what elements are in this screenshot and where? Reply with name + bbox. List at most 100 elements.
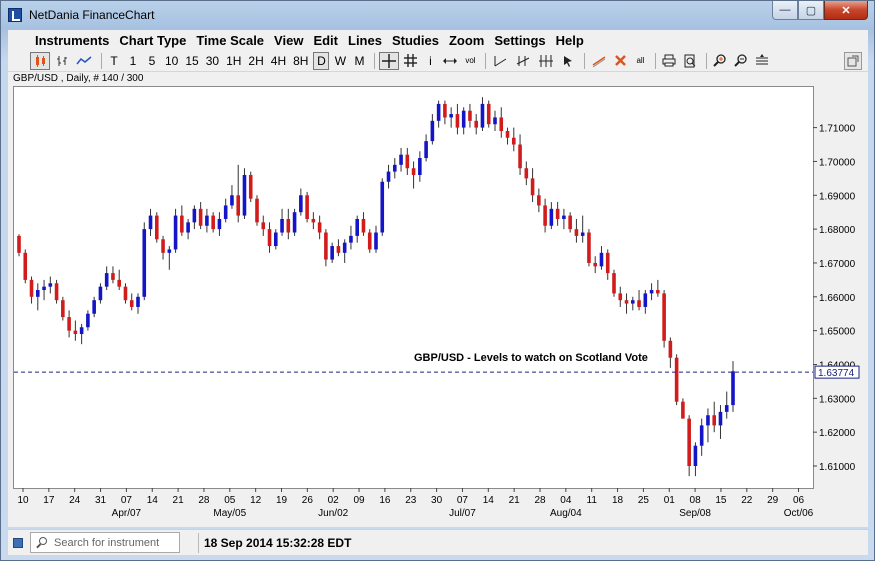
candle-body (192, 208, 197, 223)
timescale-30-button[interactable]: 30 (205, 53, 220, 68)
candle-body (649, 290, 654, 294)
ohlc-bar-icon (57, 55, 67, 66)
print-preview-button[interactable] (681, 52, 699, 70)
candle-body (86, 313, 90, 328)
candle-body (324, 232, 328, 260)
candle-body (511, 137, 516, 145)
candle-body (123, 286, 128, 301)
x-axis-day-label: 05 (224, 495, 236, 506)
timescale-8h-button[interactable]: 8H (293, 53, 309, 68)
timescale-daily-button[interactable]: D (313, 51, 330, 70)
menu-edit[interactable]: Edit (313, 32, 338, 48)
bar-chart-button[interactable] (53, 52, 71, 70)
fit-chart-button[interactable] (753, 52, 771, 70)
trend-line-icon (494, 55, 507, 66)
candle-body (29, 279, 34, 297)
fibonacci-button[interactable] (536, 52, 556, 70)
candle-body (248, 174, 253, 199)
x-axis-day-label: 10 (17, 495, 29, 506)
zoom-in-button[interactable] (711, 52, 729, 70)
timescale-10-button[interactable]: 10 (165, 53, 179, 68)
candle-body (186, 222, 190, 233)
draw-line-button[interactable] (589, 52, 609, 70)
candle-body (255, 198, 259, 223)
candle-body (148, 215, 153, 230)
candle-body (98, 286, 103, 301)
timescale-weekly-button[interactable]: W (334, 53, 347, 68)
detach-button[interactable] (844, 51, 862, 70)
current-price-label-box (814, 365, 860, 379)
candle-body (161, 239, 165, 253)
candle-body (580, 232, 585, 236)
candle-body (79, 327, 84, 335)
candle-body (280, 218, 284, 233)
channel-button[interactable] (513, 52, 533, 70)
candle-body (493, 117, 497, 125)
timescale-15-button[interactable]: 15 (185, 53, 199, 68)
line-chart-button[interactable] (74, 52, 94, 70)
timescale-4h-button[interactable]: 4H (270, 53, 287, 68)
x-axis-month-label: Oct/06 (784, 508, 814, 519)
delete-all-button[interactable]: all (632, 52, 648, 70)
x-axis-day-label: 25 (638, 495, 650, 506)
candlestick-chart-button[interactable] (30, 51, 50, 70)
trend-line-button[interactable] (490, 52, 510, 70)
candle-body (461, 110, 466, 128)
candle-body (574, 229, 579, 236)
timescale-monthly-button[interactable]: M (354, 53, 365, 68)
chart-annotation: GBP/USD - Levels to watch on Scotland Vo… (414, 352, 648, 364)
crosshair-button[interactable] (379, 51, 400, 70)
candle-body (468, 110, 472, 121)
menu-zoom[interactable]: Zoom (448, 32, 485, 48)
search-input[interactable] (54, 536, 174, 549)
menu-settings[interactable]: Settings (494, 32, 546, 48)
candle-body (687, 418, 691, 467)
menu-studies[interactable]: Studies (391, 32, 439, 48)
close-button[interactable]: ✕ (824, 1, 868, 20)
candlestick-chart[interactable]: 1.610001.620001.630001.640001.650001.660… (8, 72, 868, 527)
menu-chart-type[interactable]: Chart Type (119, 32, 187, 48)
volume-button[interactable]: vol (462, 52, 478, 70)
toolbar-separator (374, 52, 376, 69)
menu-time-scale[interactable]: Time Scale (196, 32, 265, 48)
menu-lines[interactable]: Lines (348, 32, 382, 48)
delete-drawing-button[interactable] (612, 52, 629, 70)
grid-button[interactable] (402, 52, 419, 70)
candle-body (261, 222, 266, 230)
candle-body (699, 425, 704, 446)
menu-help[interactable]: Help (555, 32, 584, 48)
print-button[interactable] (660, 52, 678, 70)
zoom-out-button[interactable] (732, 52, 750, 70)
search-icon (36, 537, 47, 548)
timescale-5-button[interactable]: 5 (148, 53, 156, 68)
chart-plot-area[interactable] (13, 86, 814, 489)
candle-body (136, 296, 140, 307)
x-axis-day-label: 24 (69, 495, 81, 506)
candle-body (111, 273, 115, 280)
timescale-2h-button[interactable]: 2H (248, 53, 264, 68)
window-title: NetDania FinanceChart (29, 8, 155, 22)
menu-instruments[interactable]: Instruments (35, 32, 110, 48)
candle-body (562, 215, 566, 219)
candle-body (599, 252, 604, 267)
x-axis-day-label: 01 (664, 495, 676, 506)
timescale-1h-button[interactable]: 1H (226, 53, 242, 68)
x-axis-day-label: 14 (147, 495, 159, 506)
chart-instrument-header: GBP/USD , Daily, # 140 / 300 (13, 73, 144, 84)
scroll-horizontal-button[interactable] (441, 52, 459, 70)
candle-body (167, 249, 172, 253)
menu-view[interactable]: View (274, 32, 304, 48)
timescale-1-button[interactable]: 1 (129, 53, 137, 68)
arrow-tool-button[interactable] (559, 52, 577, 70)
timescale-tick-button[interactable]: T (110, 53, 118, 68)
instrument-search-box[interactable] (30, 532, 180, 553)
app-logo-icon (8, 8, 22, 22)
candle-body (117, 279, 122, 287)
info-button[interactable]: i (429, 53, 432, 68)
candle-body (474, 120, 479, 128)
candle-body (35, 290, 40, 297)
maximize-button[interactable]: ▢ (798, 1, 824, 20)
arrow-cursor-icon (564, 55, 573, 67)
minimize-button[interactable]: — (772, 1, 798, 20)
title-bar[interactable]: NetDania FinanceChart — ▢ ✕ (1, 1, 874, 29)
